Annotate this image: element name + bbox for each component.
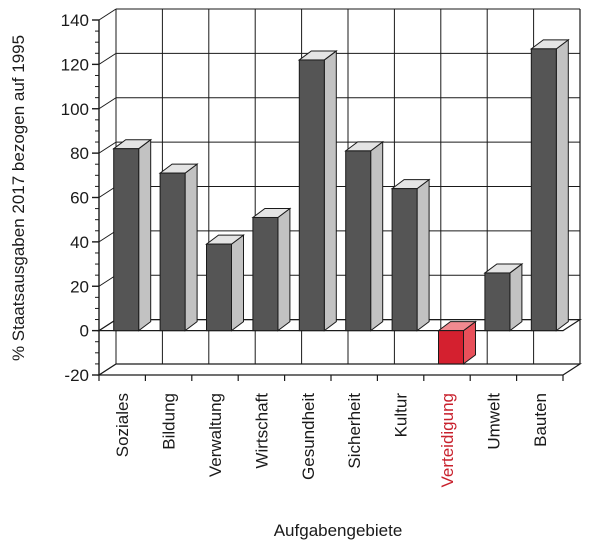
bar-side — [370, 140, 384, 332]
x-axis-title: Aufgabengebiete — [274, 521, 403, 540]
y-tick-label: 120 — [61, 55, 89, 74]
bar-bauten — [529, 38, 570, 332]
wall-connector — [98, 52, 117, 65]
y-tick-label: 20 — [70, 277, 89, 296]
wall-connector — [98, 141, 117, 154]
y-tick-labels: -20 0 20 40 60 80 100 120 140 — [61, 11, 89, 385]
wall-connector — [98, 274, 117, 287]
bar-wirtschaft — [251, 207, 292, 332]
bar-bildung — [158, 163, 199, 332]
bar-kultur — [390, 178, 431, 332]
bar-side — [231, 234, 244, 332]
y-tick-label: 80 — [70, 144, 89, 163]
x-category-label: Bauten — [531, 393, 550, 447]
bar-side — [509, 262, 523, 332]
bar-side — [323, 49, 337, 332]
bar-soziales — [112, 138, 153, 332]
x-category-label: Gesundheit — [299, 393, 318, 480]
y-tick-label: 0 — [80, 322, 89, 341]
wall-connector — [98, 97, 117, 110]
x-category-label: Verteidigung — [438, 393, 457, 488]
y-axis-title: % Staatsausgaben 2017 bezogen auf 1995 — [9, 35, 28, 361]
bar-front — [530, 48, 557, 332]
bar-front — [345, 150, 372, 332]
bar-side — [184, 163, 198, 332]
x-category-label: Verwaltung — [206, 393, 225, 477]
bar-front — [298, 59, 325, 332]
y-tick-label: -20 — [64, 366, 89, 385]
x-category-label: Sicherheit — [345, 393, 364, 469]
bars-layer — [112, 38, 570, 365]
y-tick-label: 40 — [70, 233, 89, 252]
bar-gesundheit — [297, 49, 338, 332]
bar-front — [206, 243, 232, 332]
bar-front — [113, 148, 140, 332]
bar-front — [484, 272, 511, 332]
wall-connector — [98, 230, 117, 243]
bar-umwelt — [483, 262, 524, 332]
bar-side — [555, 38, 569, 332]
bar-verteidigung — [437, 320, 477, 365]
bar-side — [138, 138, 152, 332]
x-category-label: Kultur — [392, 393, 411, 438]
bottom-frame — [96, 363, 583, 376]
y-tick-label: 140 — [61, 11, 89, 30]
bar-verwaltung — [205, 234, 245, 332]
wall-connector — [98, 186, 117, 198]
bar-side — [277, 207, 291, 332]
x-category-label: Wirtschaft — [252, 393, 271, 469]
axis-layer — [92, 9, 583, 381]
x-category-labels: Soziales Bildung Verwaltung Wirtschaft Gesun… — [113, 393, 550, 488]
bar-front — [159, 172, 186, 332]
bar-front — [252, 216, 279, 332]
bar-side — [416, 178, 430, 332]
bar-front — [391, 188, 418, 332]
y-tick-label: 60 — [70, 189, 89, 208]
bar-sicherheit — [344, 140, 385, 332]
y-tick-label: 100 — [61, 100, 89, 119]
x-category-label: Umwelt — [484, 393, 503, 450]
wall-connector — [98, 8, 117, 21]
bar-front — [438, 330, 464, 365]
x-category-label: Soziales — [113, 393, 132, 457]
x-category-label: Bildung — [160, 393, 179, 450]
